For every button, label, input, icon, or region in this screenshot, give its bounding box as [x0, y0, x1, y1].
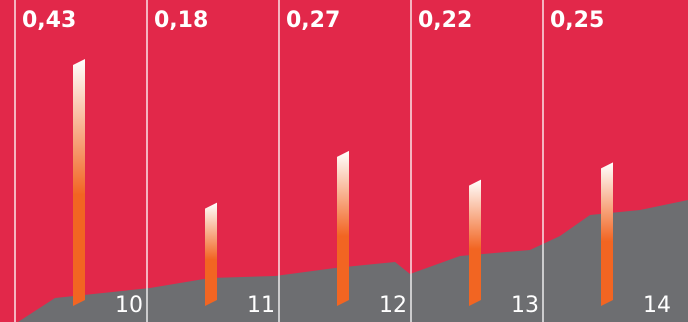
category-label: 10	[115, 293, 143, 318]
bar-13	[469, 179, 481, 306]
category-label: 14	[643, 293, 671, 318]
background-area-shape	[18, 200, 688, 322]
value-label: 0,43	[22, 8, 76, 33]
bar-14	[601, 162, 613, 306]
value-label: 0,25	[550, 8, 604, 33]
category-label: 13	[511, 293, 539, 318]
value-label: 0,18	[154, 8, 208, 33]
bar-12	[337, 150, 349, 306]
bar-10	[73, 58, 85, 306]
category-label: 12	[379, 293, 407, 318]
value-label: 0,22	[418, 8, 472, 33]
category-label: 11	[247, 293, 275, 318]
value-label: 0,27	[286, 8, 340, 33]
bar-11	[205, 202, 217, 306]
